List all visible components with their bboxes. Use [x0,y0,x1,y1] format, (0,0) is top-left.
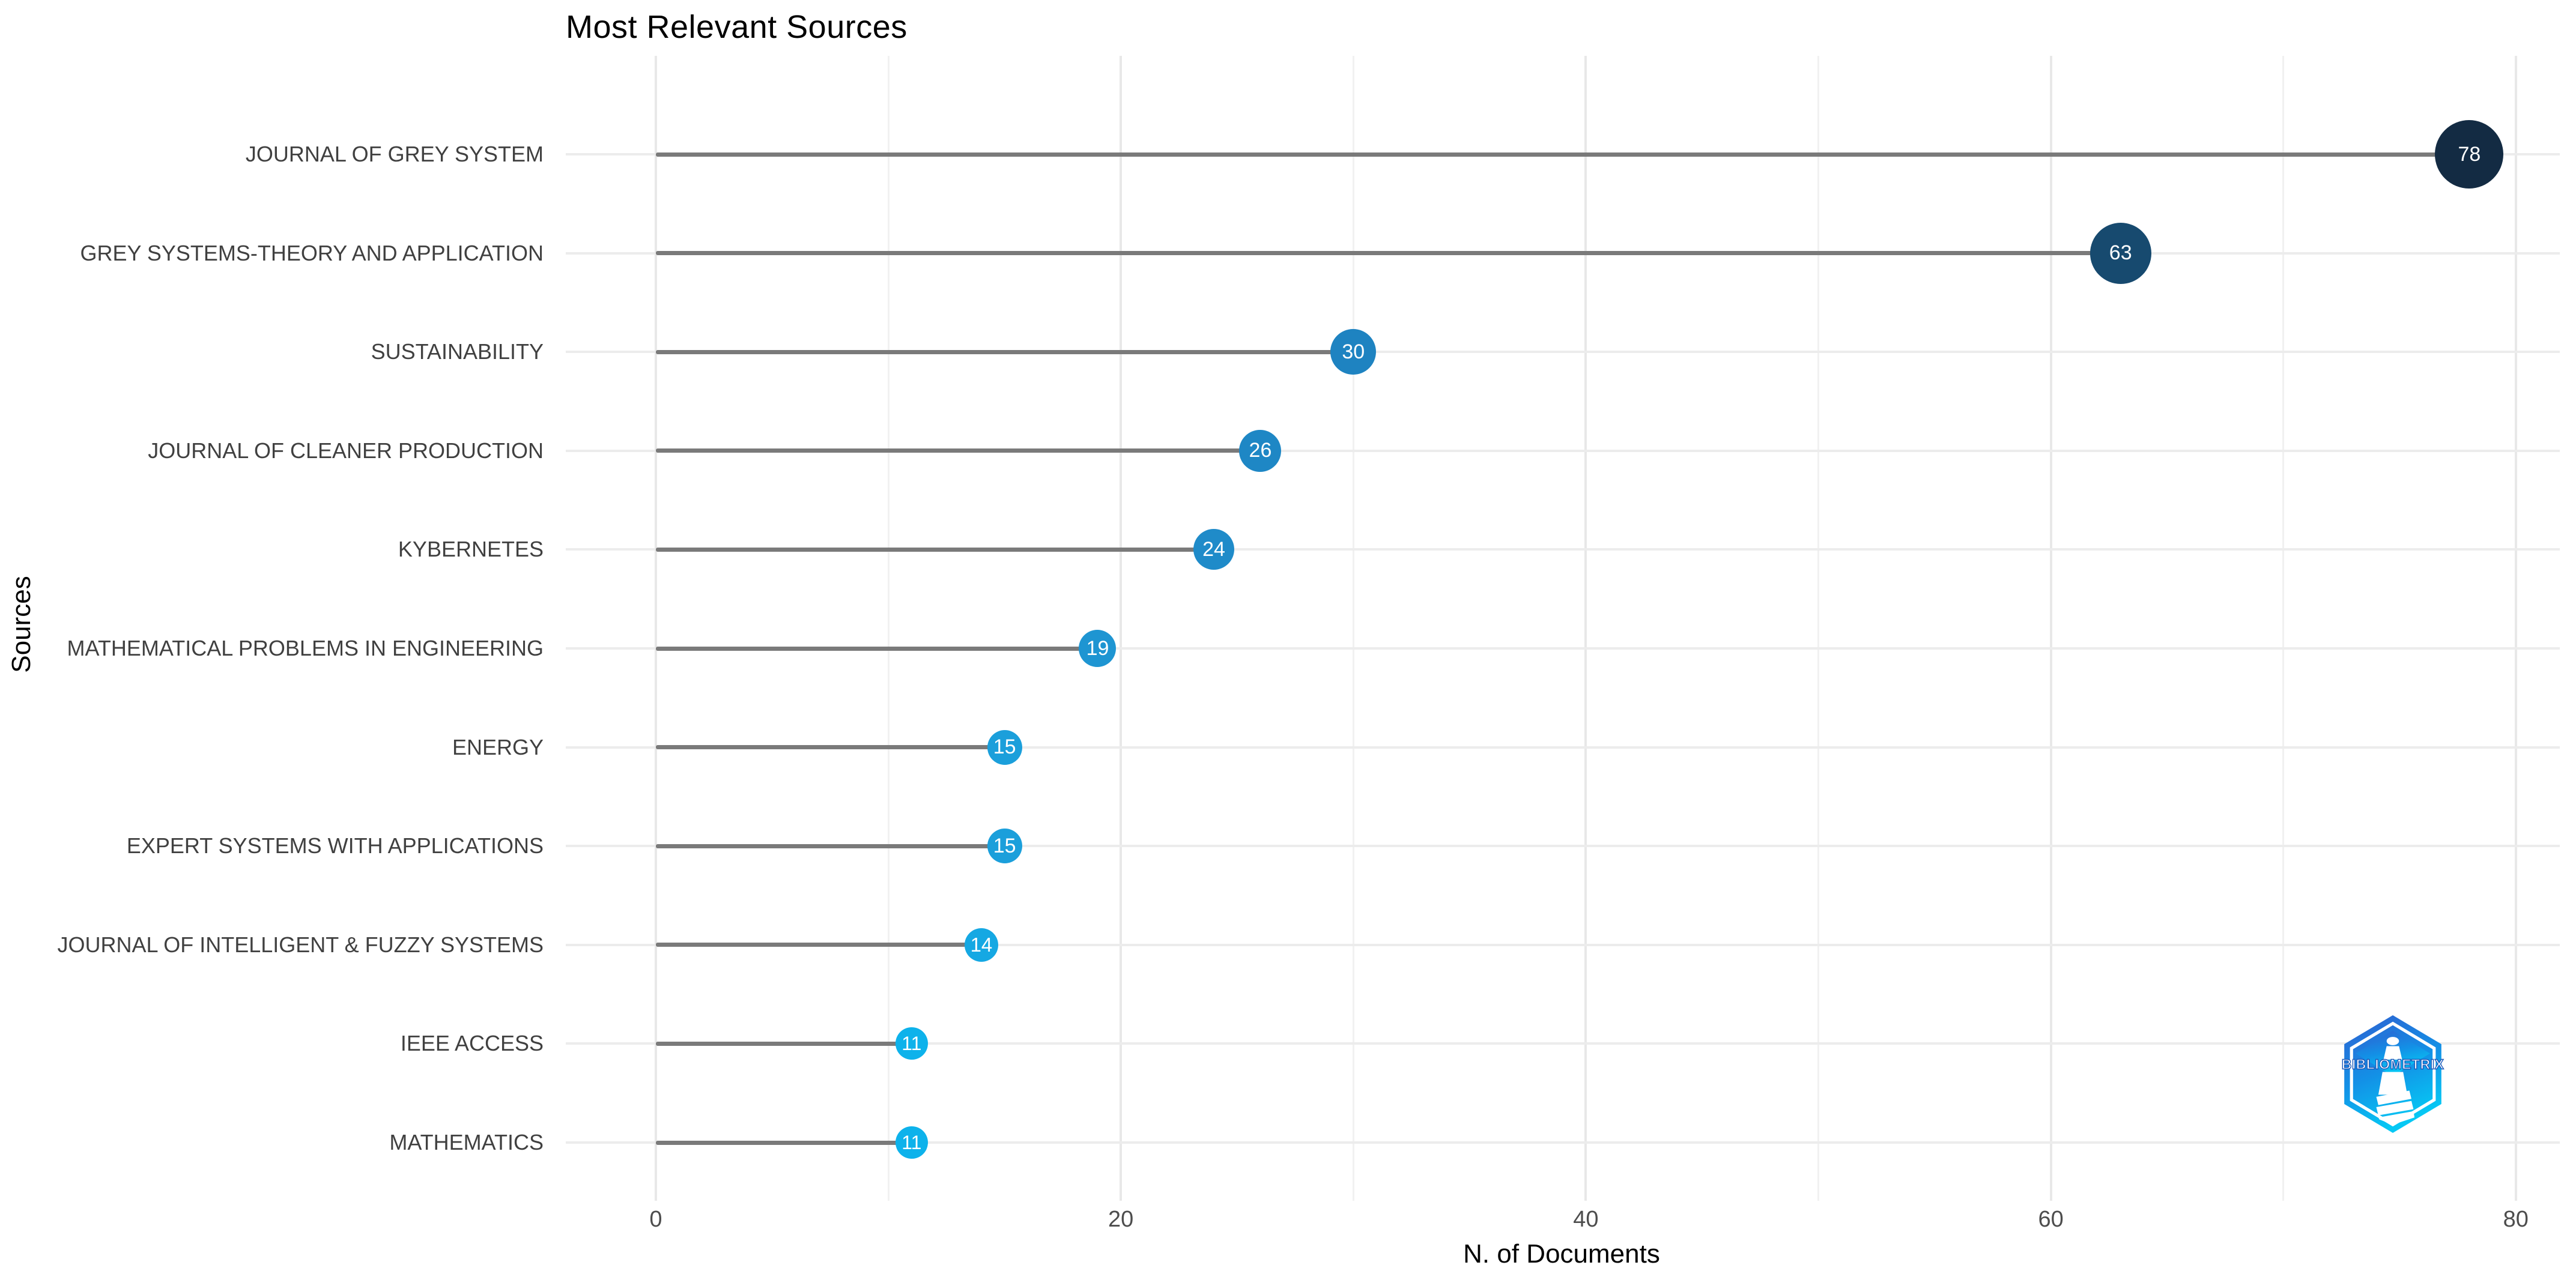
row-gridline [566,1042,2560,1045]
y-axis-label: KYBERNETES [398,537,544,562]
x-tick-label: 80 [2503,1207,2529,1232]
bibliometrix-logo: BIBLIOMETRIX [2341,1015,2444,1134]
data-point-bubble: 26 [1239,429,1282,472]
y-axis-label: JOURNAL OF CLEANER PRODUCTION [148,438,544,463]
y-axis-label: SUSTAINABILITY [371,339,544,364]
y-axis-label: ENERGY [452,734,544,759]
row-gridline [566,548,2560,551]
x-tick-label: 20 [1108,1207,1134,1232]
lollipop-stem [656,646,1098,651]
y-axis-label: MATHEMATICS [389,1130,544,1155]
row-gridline [566,746,2560,749]
y-axis-label: MATHEMATICAL PROBLEMS IN ENGINEERING [67,636,544,660]
data-point-bubble: 63 [2090,222,2151,284]
lighthouse-icon [2376,1037,2415,1125]
lollipop-stem [656,943,981,947]
y-axis-label: JOURNAL OF INTELLIGENT & FUZZY SYSTEMS [57,932,544,957]
lollipop-stem [656,152,2470,157]
lollipop-stem [656,448,1261,453]
x-minor-gridline [2282,56,2285,1201]
y-axis-title: Sources [7,576,36,673]
row-gridline [566,351,2560,354]
lollipop-stem [656,1140,912,1145]
x-minor-gridline [1352,56,1354,1201]
lollipop-stem [656,547,1214,552]
lollipop-stem [656,1041,912,1046]
row-gridline [566,943,2560,946]
lollipop-stem [656,745,1005,750]
x-minor-gridline [1817,56,1819,1201]
row-gridline [566,449,2560,452]
row-gridline [566,845,2560,848]
y-axis-label: EXPERT SYSTEMS WITH APPLICATIONS [126,833,544,859]
data-point-bubble: 24 [1193,529,1235,570]
x-major-gridline [2514,56,2517,1201]
logo-text: BIBLIOMETRIX [2342,1056,2444,1072]
data-point-bubble: 19 [1079,630,1117,667]
x-tick-label: 40 [1573,1207,1599,1232]
data-point-bubble: 11 [895,1126,928,1159]
data-point-bubble: 78 [2435,120,2504,189]
x-minor-gridline [887,56,889,1201]
lollipop-stem [656,844,1005,848]
x-axis-title: N. of Documents [1463,1239,1660,1269]
row-gridline [566,1141,2560,1144]
data-point-bubble: 30 [1330,329,1377,375]
y-axis-label: GREY SYSTEMS-THEORY AND APPLICATION [80,240,544,265]
y-axis-label: JOURNAL OF GREY SYSTEM [245,142,544,166]
lollipop-stem [656,251,2121,256]
x-major-gridline [1120,56,1123,1201]
data-point-bubble: 11 [895,1027,928,1060]
x-tick-label: 60 [2038,1207,2064,1232]
x-major-gridline [655,56,657,1201]
plot-panel [566,56,2560,1201]
x-major-gridline [1584,56,1587,1201]
x-major-gridline [2049,56,2052,1201]
data-point-bubble: 15 [987,729,1022,765]
data-point-bubble: 14 [964,928,998,962]
data-point-bubble: 15 [987,829,1022,864]
x-tick-label: 0 [649,1207,662,1232]
chart-title: Most Relevant Sources [566,9,908,45]
lollipop-stem [656,349,1354,354]
y-axis-label: IEEE ACCESS [400,1031,544,1056]
hexagon-badge: BIBLIOMETRIX [2341,1015,2444,1134]
row-gridline [566,647,2560,650]
